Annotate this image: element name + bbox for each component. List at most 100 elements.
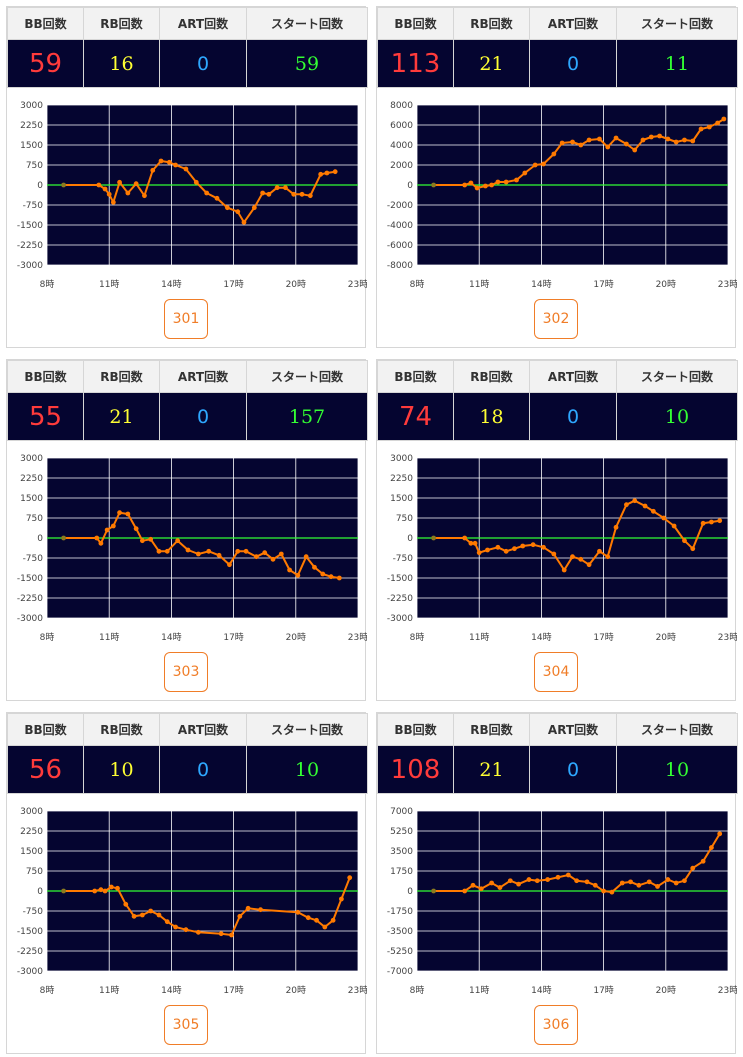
x-tick-label: 20時 bbox=[286, 279, 306, 290]
x-tick-label: 20時 bbox=[656, 632, 676, 643]
data-point bbox=[258, 907, 263, 913]
rb-count-value: 21 bbox=[479, 758, 504, 781]
data-point bbox=[717, 518, 723, 524]
x-tick-label: 23時 bbox=[348, 279, 367, 290]
machine-card: BB回数 RB回数 ART回数 スタート回数 108 21 0 10 7000 5250 3500 1… bbox=[376, 712, 738, 1054]
data-point bbox=[61, 182, 66, 188]
data-point bbox=[235, 548, 241, 554]
machine-number-button[interactable]: 301 bbox=[164, 299, 208, 339]
y-tick-label: 1500 bbox=[20, 847, 43, 857]
data-point bbox=[478, 886, 484, 892]
rb-count-header: RB回数 bbox=[83, 360, 160, 393]
art-count-header: ART回数 bbox=[529, 360, 617, 393]
y-tick-label: 0 bbox=[407, 887, 413, 897]
start-count-value: 10 bbox=[664, 405, 690, 428]
data-point bbox=[106, 191, 112, 197]
y-tick-label: 750 bbox=[396, 514, 413, 524]
x-tick-label: 11時 bbox=[99, 632, 119, 643]
y-tick-label: -2000 bbox=[387, 201, 413, 211]
machine-number-button[interactable]: 302 bbox=[534, 299, 578, 339]
data-point bbox=[503, 179, 509, 185]
data-point bbox=[545, 877, 551, 882]
data-point bbox=[102, 186, 108, 192]
machine-number-button[interactable]: 305 bbox=[164, 1005, 208, 1045]
data-point bbox=[237, 913, 243, 919]
x-tick-label: 8時 bbox=[40, 985, 55, 996]
data-point bbox=[431, 535, 436, 541]
slump-chart: 3000 2250 1500 750 0 -750 -1500 -2250 -3000 8時 11時… bbox=[17, 807, 367, 996]
data-point bbox=[133, 181, 139, 187]
x-tick-label: 14時 bbox=[161, 985, 181, 996]
data-point bbox=[570, 139, 575, 145]
machine-number-button[interactable]: 303 bbox=[164, 652, 208, 692]
start-count-value: 10 bbox=[664, 758, 690, 781]
art-count-header: ART回数 bbox=[159, 360, 247, 393]
data-point bbox=[185, 547, 191, 553]
y-tick-label: 0 bbox=[407, 534, 413, 544]
start-count-value: 11 bbox=[664, 52, 690, 75]
data-point bbox=[94, 535, 100, 541]
y-tick-label: -3000 bbox=[387, 614, 413, 624]
y-tick-label: -2250 bbox=[17, 594, 43, 604]
art-count-value: 0 bbox=[196, 405, 210, 428]
machine-number-button[interactable]: 304 bbox=[534, 652, 578, 692]
start-count-cell: 10 bbox=[616, 745, 738, 794]
data-point bbox=[597, 548, 602, 554]
y-tick-label: 2250 bbox=[20, 121, 43, 131]
machine-card: BB回数 RB回数 ART回数 スタート回数 59 16 0 59 3000 2250 1500 75… bbox=[6, 6, 368, 348]
rb-count-cell: 21 bbox=[453, 745, 530, 794]
y-tick-label: -1500 bbox=[387, 574, 413, 584]
data-point bbox=[243, 548, 249, 554]
y-tick-label: -7000 bbox=[387, 967, 413, 977]
x-tick-label: 20時 bbox=[656, 279, 676, 290]
y-tick-label: 8000 bbox=[390, 101, 413, 111]
art-count-cell: 0 bbox=[529, 745, 617, 794]
data-point bbox=[541, 161, 546, 167]
x-tick-label: 17時 bbox=[223, 279, 243, 290]
start-count-header: スタート回数 bbox=[246, 713, 368, 746]
data-point bbox=[332, 169, 338, 175]
data-point bbox=[642, 503, 648, 509]
x-tick-label: 11時 bbox=[469, 632, 489, 643]
data-point bbox=[584, 879, 590, 885]
slump-chart: 8000 6000 4000 2000 0 -2000 -4000 -6000 -8000 8時 1… bbox=[387, 101, 737, 290]
y-tick-label: 3000 bbox=[20, 454, 43, 464]
data-point bbox=[462, 535, 468, 541]
data-point bbox=[287, 567, 292, 573]
x-tick-label: 14時 bbox=[161, 279, 181, 290]
x-tick-label: 11時 bbox=[99, 985, 119, 996]
x-tick-label: 23時 bbox=[718, 985, 737, 996]
machine-card: BB回数 RB回数 ART回数 スタート回数 56 10 0 10 3000 2250 1500 75… bbox=[6, 712, 368, 1054]
bb-count-cell: 108 bbox=[377, 745, 454, 794]
data-point bbox=[117, 510, 122, 516]
data-point bbox=[665, 136, 671, 142]
stats-table: BB回数 RB回数 ART回数 スタート回数 55 21 0 157 bbox=[7, 360, 368, 441]
data-point bbox=[183, 166, 189, 172]
start-count-value: 10 bbox=[294, 758, 320, 781]
start-count-cell: 157 bbox=[246, 392, 368, 441]
data-point bbox=[698, 126, 704, 132]
x-tick-label: 23時 bbox=[718, 632, 737, 643]
x-tick-label: 8時 bbox=[410, 985, 425, 996]
data-point bbox=[131, 913, 137, 919]
data-point bbox=[278, 551, 284, 557]
machine-number-button[interactable]: 306 bbox=[534, 1005, 578, 1045]
x-tick-label: 17時 bbox=[593, 279, 613, 290]
rb-count-value: 21 bbox=[109, 405, 134, 428]
data-point bbox=[530, 542, 536, 548]
data-point bbox=[318, 171, 324, 177]
rb-count-header: RB回数 bbox=[83, 713, 160, 746]
data-point bbox=[497, 885, 503, 890]
x-tick-label: 14時 bbox=[531, 985, 551, 996]
y-tick-label: 3000 bbox=[390, 454, 413, 464]
rb-count-header: RB回数 bbox=[453, 7, 530, 40]
data-point bbox=[468, 180, 474, 186]
data-point bbox=[516, 881, 521, 887]
data-point bbox=[489, 182, 495, 188]
data-point bbox=[283, 185, 288, 191]
data-point bbox=[110, 523, 116, 529]
y-tick-label: 3000 bbox=[20, 101, 43, 111]
slump-chart: 3000 2250 1500 750 0 -750 -1500 -2250 -3000 8時 11時… bbox=[387, 454, 737, 643]
bb-count-header: BB回数 bbox=[377, 7, 454, 40]
data-point bbox=[559, 140, 565, 146]
